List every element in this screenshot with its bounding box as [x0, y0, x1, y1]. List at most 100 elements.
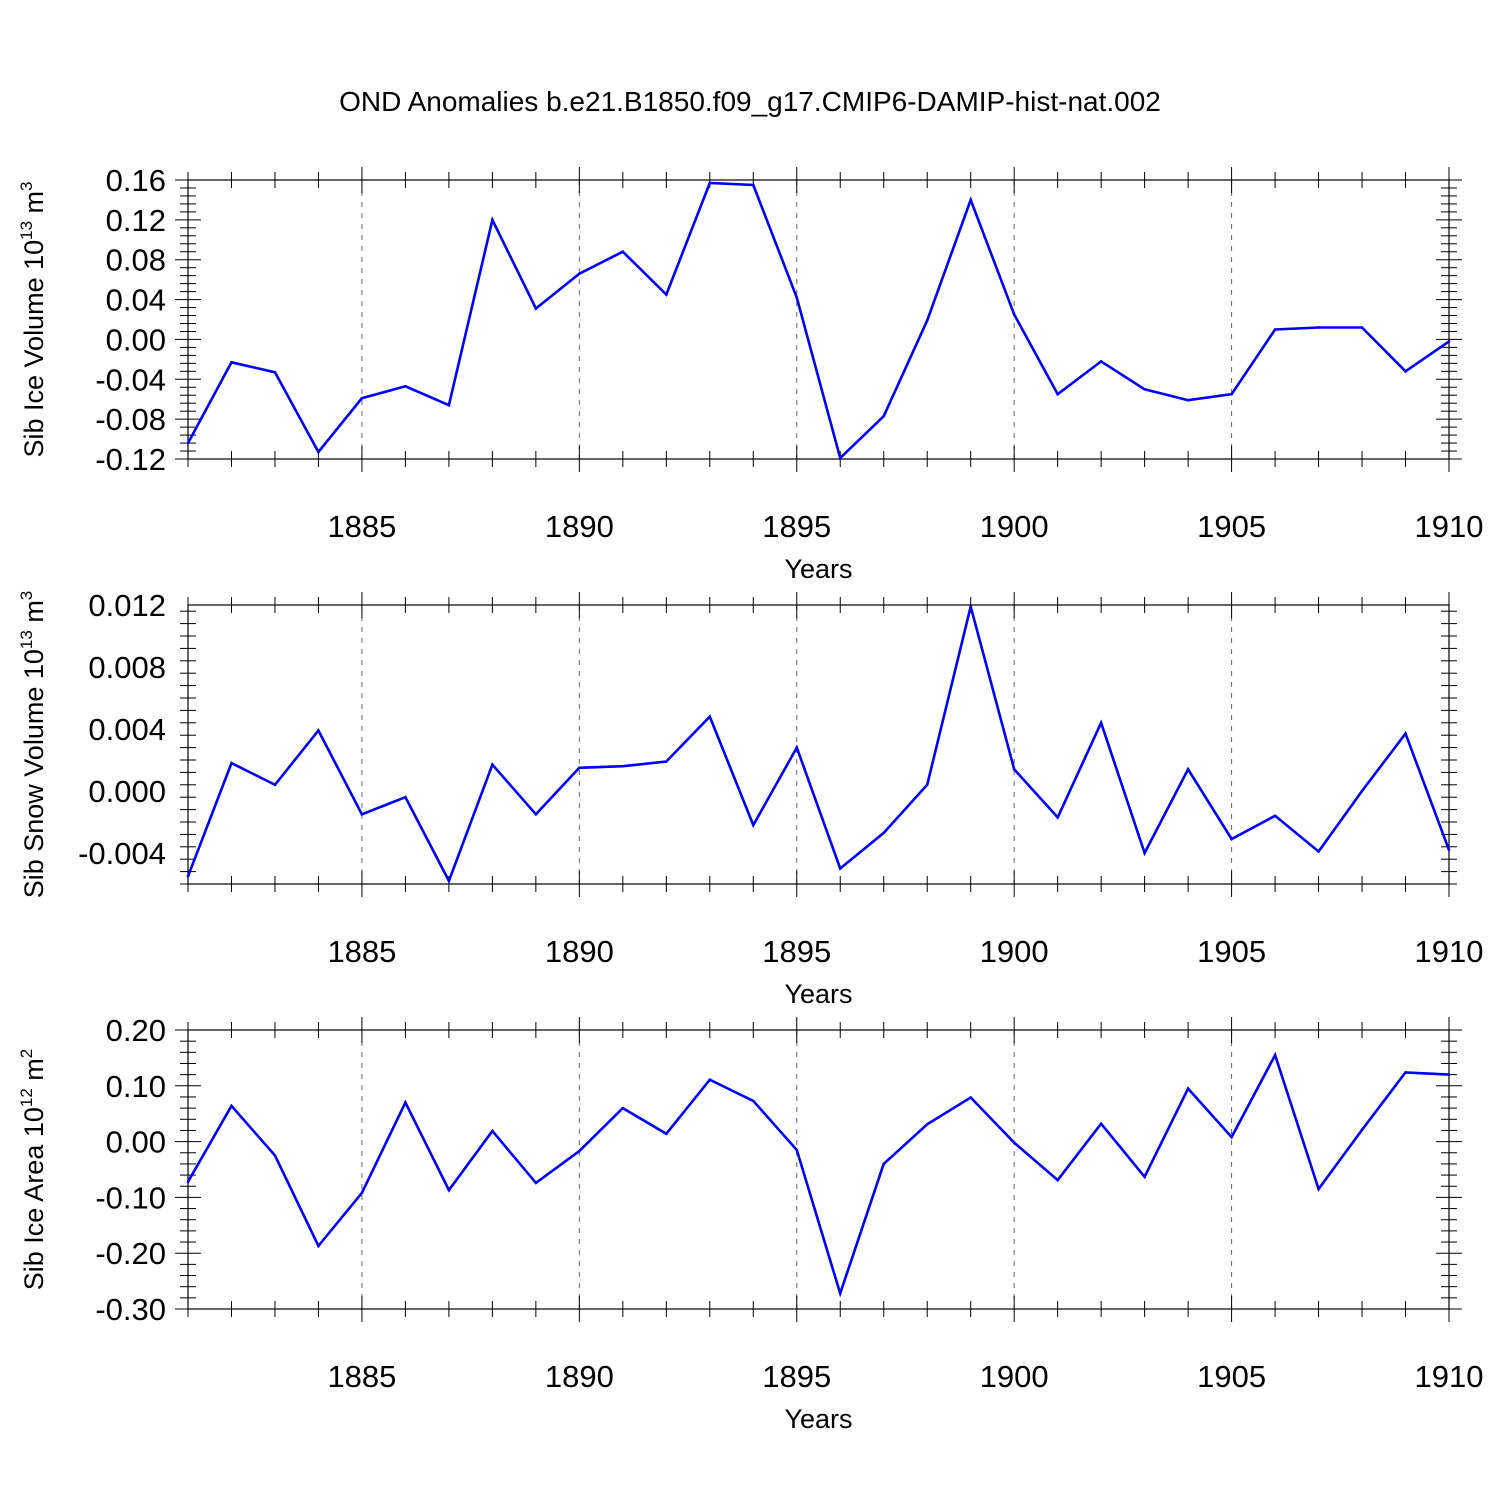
data-point	[969, 605, 972, 608]
data-point	[795, 1148, 799, 1152]
data-point	[534, 812, 538, 816]
y-tick-label: 0.12	[106, 203, 166, 238]
y-tick-label: 0.00	[106, 322, 166, 357]
series-line	[186, 181, 1450, 461]
data-point	[621, 764, 625, 768]
y-tick-label: -0.30	[95, 1292, 166, 1327]
data-point	[230, 1104, 233, 1108]
y-tick-label: -0.04	[95, 362, 166, 397]
data-point	[360, 812, 364, 816]
data-point	[1360, 1128, 1364, 1132]
data-point	[925, 783, 929, 787]
y-tick-label: 0.04	[106, 283, 166, 318]
data-point	[1143, 1175, 1146, 1179]
data-point	[882, 1162, 886, 1166]
y-tick-label: 0.20	[106, 1013, 166, 1048]
data-point	[882, 831, 886, 835]
x-tick-label: 1890	[545, 1359, 614, 1394]
data-point	[665, 1132, 668, 1136]
y-tick-label: -0.08	[95, 402, 166, 437]
data-point	[186, 874, 190, 878]
x-tick-label: 1900	[980, 1359, 1049, 1394]
x-tick-label: 1900	[980, 934, 1049, 969]
x-axis-label: Years	[784, 1404, 852, 1434]
y-tick-label: 0.012	[88, 588, 166, 623]
data-point	[578, 766, 581, 770]
data-point	[404, 1101, 407, 1104]
y-axis-label: Sib Ice Area 1012 m2	[17, 1049, 49, 1291]
x-tick-label: 1885	[327, 1359, 396, 1394]
data-point	[1273, 328, 1277, 331]
data-point	[578, 272, 581, 275]
data-point	[708, 181, 712, 185]
x-tick-label: 1895	[762, 1359, 831, 1394]
y-tick-label: 0.00	[106, 1125, 166, 1160]
data-point	[751, 183, 755, 187]
data-point	[1099, 1122, 1103, 1126]
y-axis-label: Sib Ice Volume 1013 m3	[17, 181, 49, 457]
data-point	[1230, 837, 1233, 841]
plot-frame	[187, 604, 1450, 885]
data-point	[1143, 387, 1146, 391]
data-point	[1012, 1141, 1016, 1145]
data-point	[1447, 1073, 1451, 1076]
data-point	[317, 450, 320, 454]
data-point	[925, 1123, 929, 1126]
data-point	[1404, 732, 1407, 735]
data-point	[925, 319, 929, 322]
data-point	[969, 198, 972, 202]
data-point	[1056, 392, 1059, 396]
data-point	[665, 293, 668, 296]
x-tick-label: 1890	[545, 934, 614, 969]
x-axis-label: Years	[784, 554, 852, 584]
data-point	[317, 729, 320, 732]
data-point	[578, 1149, 581, 1153]
x-axis-label: Years	[784, 979, 852, 1009]
x-tick-label: 1905	[1197, 509, 1266, 544]
data-point	[708, 715, 712, 718]
data-point	[447, 879, 451, 883]
x-tick-label: 1910	[1415, 934, 1484, 969]
data-point	[1447, 340, 1451, 343]
data-point	[447, 1188, 451, 1192]
y-tick-label: -0.004	[78, 836, 166, 871]
y-tick-label: -0.12	[95, 442, 166, 477]
data-point	[1273, 1053, 1277, 1057]
chart-panel-2: -0.004 0.000 0.004 0.008 0.012 1885 1890 1895 19…	[17, 588, 1483, 1009]
data-point	[1056, 816, 1059, 819]
data-point	[1360, 789, 1364, 793]
data-point	[665, 760, 668, 763]
data-point	[1186, 768, 1190, 771]
plot-frame	[187, 1029, 1450, 1310]
y-tick-label: -0.10	[95, 1180, 166, 1215]
series-line	[186, 606, 1451, 885]
data-point	[491, 218, 494, 222]
data-point	[404, 384, 407, 388]
data-point	[534, 1181, 538, 1185]
data-point	[1230, 1135, 1233, 1139]
data-point	[273, 783, 277, 787]
data-point	[404, 795, 407, 799]
data-point	[1230, 392, 1233, 396]
data-point	[230, 361, 233, 364]
y-tick-label: 0.004	[88, 712, 166, 747]
x-tick-label: 1900	[980, 509, 1049, 544]
y-tick-label: 0.10	[106, 1069, 166, 1104]
chart-title: OND Anomalies b.e21.B1850.f09_g17.CMIP6-…	[339, 86, 1161, 117]
y-tick-label: -0.20	[95, 1236, 166, 1271]
x-tick-label: 1885	[327, 934, 396, 969]
data-point	[1317, 850, 1320, 853]
chart-panel-3: -0.30 -0.20 -0.10 0.00 0.10 0.20 1885 1890 1895 1…	[17, 1013, 1483, 1434]
data-point	[491, 1129, 494, 1133]
x-tick-label: 1905	[1197, 1359, 1266, 1394]
data-point	[1317, 326, 1320, 329]
plot-frame	[187, 179, 1450, 460]
y-tick-label: 0.000	[88, 774, 166, 809]
data-point	[1012, 313, 1016, 316]
data-point	[1360, 326, 1364, 329]
data-point	[795, 746, 799, 749]
data-point	[1056, 1178, 1059, 1182]
y-tick-label: 0.008	[88, 650, 166, 685]
data-point	[795, 296, 799, 299]
data-point	[621, 1106, 625, 1110]
